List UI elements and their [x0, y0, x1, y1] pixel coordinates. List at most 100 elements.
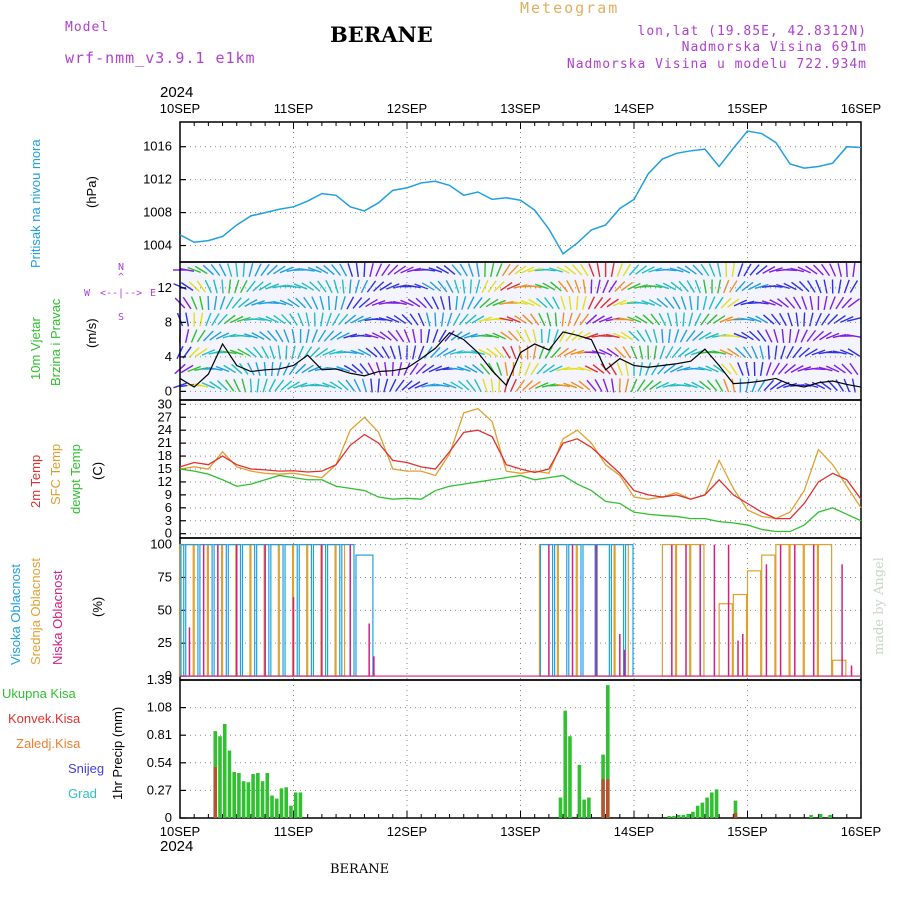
wind-barb [593, 296, 604, 310]
wind-barb [571, 330, 584, 342]
wind-barb [258, 282, 272, 291]
wind-barb [765, 329, 773, 343]
precip-total-bar [809, 814, 813, 818]
wind-barb [455, 295, 459, 311]
wind-barb [787, 312, 793, 327]
wind-barb [532, 345, 537, 360]
precip-total-bar [241, 781, 246, 818]
cloud-mid-bar [690, 543, 705, 677]
wind-barb [300, 268, 315, 272]
wind-barb [584, 351, 599, 354]
wind-barb [180, 282, 194, 291]
wind-barb [587, 296, 596, 310]
wind-barb [341, 279, 345, 294]
y-tick-label: 0 [165, 526, 172, 541]
wind-barb [553, 329, 559, 343]
wind-barb [237, 348, 251, 357]
wind-barb [187, 266, 201, 274]
wind-barb [528, 381, 541, 390]
wind-barb [616, 362, 623, 376]
wind-barb [708, 263, 716, 277]
wind-barb [522, 380, 534, 391]
wind-barb [798, 280, 810, 293]
wind-barb [552, 296, 560, 310]
wind-barb [417, 345, 425, 360]
wind-barb [748, 330, 761, 342]
wind-barb [769, 299, 783, 307]
compass-arrow-up: ^ [118, 272, 125, 283]
precip-total-bar [700, 802, 705, 818]
wind-barb [841, 297, 853, 309]
wind-barb [301, 364, 314, 374]
wind-barb [773, 329, 779, 343]
wind-barb [500, 331, 513, 341]
wind-barb [436, 347, 449, 358]
wind-barb [244, 333, 258, 339]
wind-barb [379, 282, 392, 291]
wind-barb [190, 296, 198, 310]
wind-barb [560, 296, 566, 310]
wind-barb [289, 313, 298, 326]
cloud-mid-bar [614, 543, 629, 677]
wind-barb [613, 299, 627, 307]
wind-barb [570, 349, 585, 356]
wind-barb [528, 298, 542, 308]
wind-barb [743, 263, 752, 277]
wind-barb [714, 296, 724, 310]
wind-barb [685, 330, 696, 342]
wind-barb [203, 330, 214, 342]
wind-barb [769, 267, 783, 273]
wind-barb [334, 295, 338, 311]
precip-conv-bar [733, 812, 738, 818]
wind-barb [561, 312, 565, 327]
wind-barb [386, 316, 400, 323]
wind-barb [221, 279, 224, 294]
wind-barb [520, 299, 535, 307]
cloud-mid-bar [250, 543, 265, 677]
wind-barb [357, 348, 371, 357]
precip-total-bar [577, 764, 582, 818]
wind-barb [188, 281, 200, 292]
wind-barb [544, 346, 554, 359]
wind-barb [558, 280, 569, 293]
y-tick-label: 24 [158, 422, 172, 437]
wind-barb [208, 350, 223, 355]
wind-barb [737, 362, 744, 376]
wind-barb [476, 262, 480, 278]
wind-barb [735, 280, 746, 293]
wind-barb [614, 346, 626, 359]
wind-barb [506, 283, 521, 290]
wind-barb [325, 279, 333, 294]
wind-barb [501, 263, 511, 277]
wind-barb [649, 380, 662, 391]
wind-barb [343, 364, 357, 374]
footer-title: BERANE [330, 862, 390, 877]
wind-barb [478, 316, 492, 323]
y-tick-label: 12 [158, 280, 172, 295]
wind-barb [389, 345, 396, 360]
wind-barb [584, 333, 599, 339]
wind-barb [680, 296, 687, 310]
wind-barb [395, 379, 405, 392]
wind-barb [407, 381, 421, 390]
wind-barb [627, 282, 641, 291]
wind-barb [658, 312, 667, 327]
wind-barb [763, 314, 775, 325]
wind-barb [479, 363, 491, 375]
wind-barb [662, 282, 677, 291]
wind-barb [809, 312, 814, 327]
wind-barb [673, 329, 680, 343]
wind-barb [311, 296, 319, 310]
compass-s-label: S [118, 312, 125, 323]
wind-barb [815, 279, 822, 294]
wind-barb [363, 262, 366, 278]
wind-barb [209, 331, 222, 341]
product-label: Meteogram [520, 0, 620, 17]
wind-barb [272, 284, 287, 289]
wind-barb [442, 348, 457, 357]
wind-barb [453, 279, 460, 294]
wind-barb [530, 313, 540, 326]
wind-barb [605, 333, 620, 339]
wind-barb [378, 317, 393, 322]
wind-barb [370, 378, 373, 393]
